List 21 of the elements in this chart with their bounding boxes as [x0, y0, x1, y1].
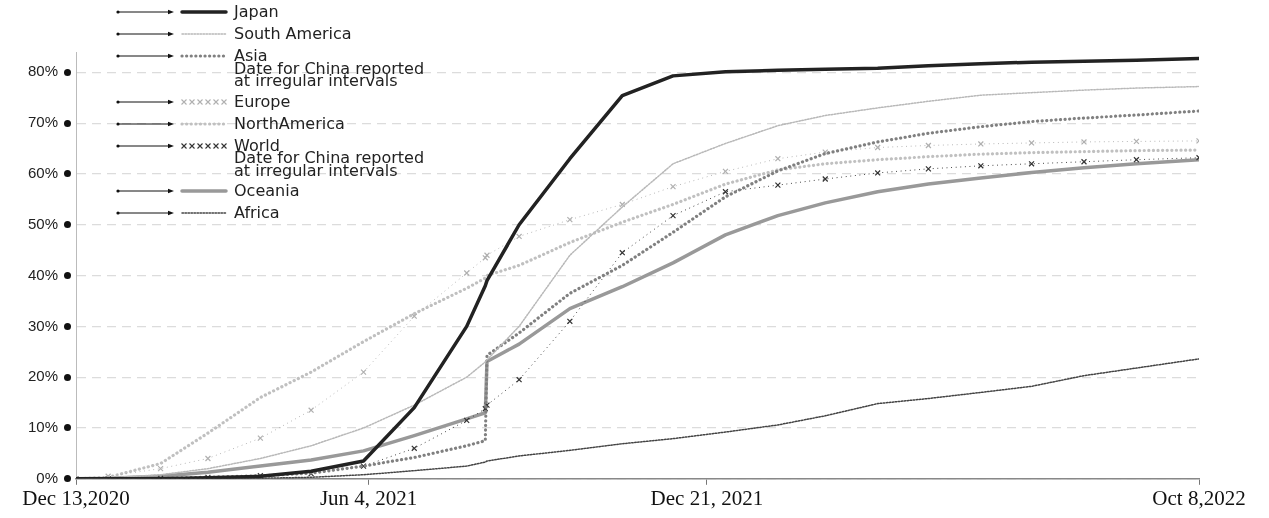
y-tick-label: 80% — [27, 62, 59, 80]
x-tick-label: Dec 21, 2021 — [650, 485, 764, 510]
legend-label: World Date for China reported at irregular intervals — [234, 135, 425, 180]
legend-label: South America — [234, 24, 352, 43]
y-tick-label: 30% — [27, 316, 59, 334]
y-tick-label: 70% — [27, 113, 59, 131]
y-tick-label: 60% — [27, 164, 59, 182]
y-tick-label: 40% — [27, 265, 59, 283]
x-tick-label: Jun 4, 2021 — [319, 485, 418, 510]
y-tick-label: 20% — [27, 367, 59, 385]
legend-label: NorthAmerica — [234, 113, 345, 133]
x-tick-label: Dec 13,2020 — [22, 485, 130, 510]
y-tick-label: 50% — [27, 214, 59, 232]
y-tick-label: 0% — [36, 468, 59, 486]
legend-label: Europe — [234, 91, 291, 111]
legend-label: Asia Date for China reported at irregular intervals — [234, 46, 425, 90]
legend-label: Oceania — [234, 181, 300, 200]
x-tick-label: Oct 8,2022 — [1152, 485, 1246, 510]
legend-label: Japan — [234, 2, 279, 21]
legend-label: Africa — [234, 203, 280, 222]
y-tick-label: 10% — [27, 418, 59, 436]
